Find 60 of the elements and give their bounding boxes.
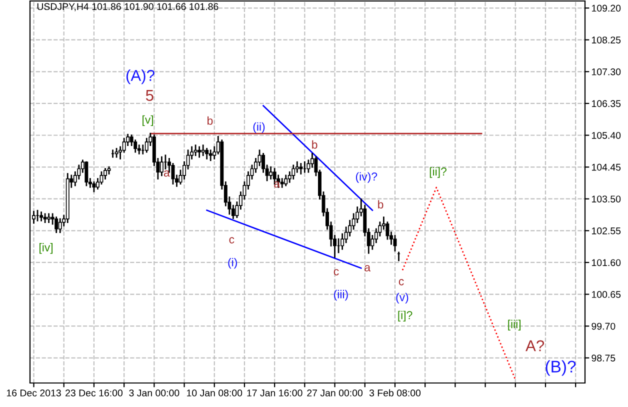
annotation: A?	[526, 340, 544, 352]
candlestick	[40, 212, 44, 222]
candlestick	[205, 148, 209, 160]
annotation: b	[378, 200, 384, 209]
y-tick-label: 105.40	[592, 132, 621, 139]
annotation: [i]?	[398, 310, 412, 322]
y-tick-label: 109.20	[592, 4, 621, 12]
y-tick-label: 103.50	[592, 196, 621, 202]
candlestick	[280, 178, 284, 188]
x-tick-label: 10 Jan 08:00	[187, 390, 242, 396]
x-tick-label: 3 Jan 00:00	[129, 390, 180, 396]
annotation: (i)	[228, 258, 237, 269]
candlestick	[292, 164, 296, 180]
x-tick-label: 16 Dec 2013	[6, 390, 61, 396]
annotation: c	[334, 269, 339, 276]
candlestick	[299, 163, 303, 174]
x-tick-label: 27 Jan 00:00	[307, 390, 363, 396]
annotation: (iv)?	[356, 172, 378, 183]
y-tick-label: 101.60	[592, 259, 621, 266]
candlestick	[284, 174, 288, 186]
y-tick-label: 107.30	[592, 68, 621, 76]
annotation: (B)?	[546, 360, 576, 376]
annotation: c	[229, 237, 234, 244]
annotation: [iv]	[40, 243, 53, 254]
y-tick-label: 108.25	[592, 36, 621, 44]
y-tick-label: 102.55	[592, 227, 621, 234]
annotation: 5	[146, 90, 154, 101]
y-tick-label: 100.65	[592, 291, 621, 298]
annotation: [iii]	[508, 320, 521, 330]
annotation: (iii)	[334, 290, 348, 301]
annotation: a	[164, 170, 170, 177]
annotation: [v]	[142, 115, 154, 126]
candlestick	[208, 150, 212, 162]
candlestick	[84, 161, 88, 186]
annotation: (ii)	[253, 122, 265, 134]
y-tick-label: 104.45	[592, 164, 621, 171]
x-tick-label: 17 Jan 16:00	[247, 390, 302, 396]
annotation: b	[312, 140, 318, 149]
x-tick-label: 3 Feb 08:00	[369, 389, 421, 396]
candlestick	[54, 216, 58, 234]
y-tick-label: 106.35	[592, 100, 621, 108]
candlestick	[58, 218, 62, 234]
annotation: c	[398, 279, 404, 286]
annotation: (v)	[396, 292, 408, 304]
annotation: b	[208, 116, 213, 125]
candlestick	[393, 234, 397, 252]
candlestick	[160, 156, 164, 176]
chart-title: USDJPY,H4 101.86 101.90 101.66 101.86	[37, 3, 218, 12]
y-tick-label: 99.70	[592, 322, 616, 330]
y-tick-label: 98.75	[592, 354, 616, 362]
annotation: [ii]?	[430, 167, 446, 178]
annotation: a	[364, 265, 371, 272]
candlestick	[194, 144, 198, 156]
candlestick	[47, 213, 51, 223]
x-tick-label: 23 Dec 16:00	[66, 390, 123, 396]
candlestick	[92, 181, 96, 192]
annotation: (A)?	[126, 70, 154, 84]
candlestick	[201, 144, 205, 156]
candlestick	[198, 146, 202, 158]
candlestick	[269, 166, 273, 180]
